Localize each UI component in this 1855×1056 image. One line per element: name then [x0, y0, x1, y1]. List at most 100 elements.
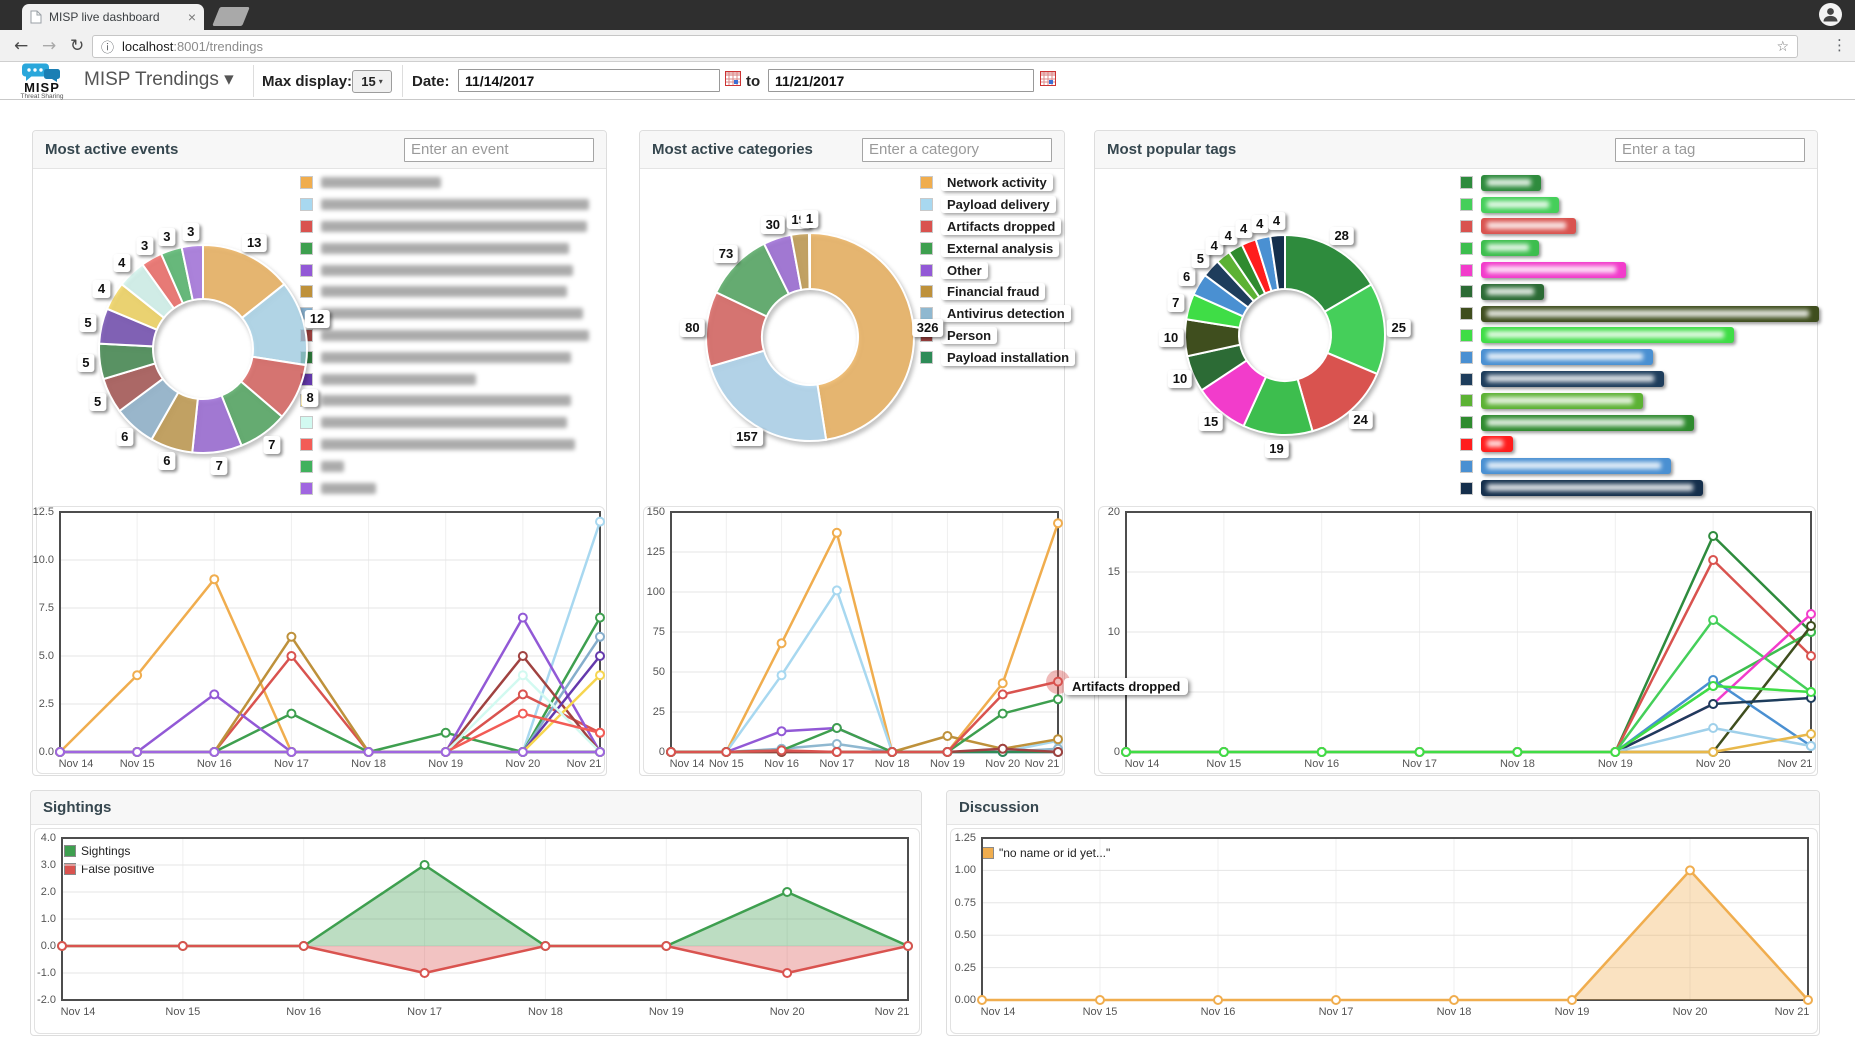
legend-swatch	[920, 285, 933, 299]
legend-label: Sightings	[81, 844, 131, 858]
legend-item[interactable]	[1460, 303, 1819, 325]
legend-item[interactable]	[1460, 477, 1819, 499]
legend-item[interactable]	[1460, 281, 1819, 303]
legend-item[interactable]: Network activity	[920, 172, 1075, 194]
close-icon[interactable]: ×	[187, 9, 196, 25]
legend-label: Payload installation	[941, 348, 1076, 366]
redacted-tag-text	[1487, 309, 1809, 317]
legend-item[interactable]	[300, 346, 589, 368]
event-search-input[interactable]	[404, 137, 594, 162]
legend-item[interactable]	[1460, 346, 1819, 368]
legend-swatch	[300, 241, 313, 255]
legend-item[interactable]	[300, 368, 589, 390]
panel-title: Sightings	[43, 799, 112, 816]
legend-item[interactable]	[1460, 434, 1819, 456]
tag-search-input[interactable]	[1615, 137, 1805, 162]
legend-item[interactable]: Person	[920, 325, 1075, 347]
panel-title: Most active categories	[652, 141, 813, 158]
redacted-event-name	[321, 351, 571, 363]
legend-swatch	[982, 847, 994, 859]
sightings-chart	[34, 828, 920, 1034]
legend-item[interactable]	[300, 259, 589, 281]
legend-item[interactable]	[300, 237, 589, 259]
info-icon[interactable]: ⓘ	[101, 41, 115, 56]
legend-swatch	[1460, 372, 1473, 386]
max-display-value: 15	[361, 74, 376, 89]
forward-button[interactable]: →	[42, 36, 57, 56]
legend-swatch	[920, 198, 933, 212]
tag-badge	[1481, 480, 1703, 497]
legend-label: False positive	[81, 862, 155, 876]
legend-item[interactable]: Artifacts dropped	[920, 216, 1075, 238]
browser-tab[interactable]: MISP live dashboard ×	[22, 4, 204, 30]
legend-swatch	[1460, 350, 1473, 364]
legend-item[interactable]: Sightings	[64, 842, 154, 860]
legend-item[interactable]	[1460, 172, 1819, 194]
legend-item[interactable]	[300, 455, 589, 477]
legend-item[interactable]: "no name or id yet..."	[982, 844, 1110, 862]
legend-swatch	[300, 394, 313, 408]
category-search-input[interactable]	[862, 137, 1052, 162]
legend-item[interactable]: External analysis	[920, 237, 1075, 259]
legend-swatch	[300, 416, 313, 430]
max-display-select[interactable]: 15 ▾	[352, 70, 392, 93]
date-label: Date:	[412, 73, 450, 90]
legend-item[interactable]: Payload installation	[920, 346, 1076, 368]
redacted-tag-text	[1487, 244, 1529, 252]
date-from-input[interactable]	[458, 69, 720, 92]
legend-item[interactable]	[1460, 259, 1819, 281]
panel-header: Most popular tags	[1095, 131, 1817, 169]
legend-item[interactable]	[300, 216, 589, 238]
legend-item[interactable]	[1460, 237, 1819, 259]
reload-button[interactable]: ↻	[70, 36, 85, 56]
legend-swatch	[1460, 176, 1473, 190]
profile-avatar-icon[interactable]	[1819, 3, 1842, 26]
back-button[interactable]: ←	[14, 36, 29, 56]
person-icon	[1823, 8, 1838, 22]
legend-item[interactable]: Other	[920, 259, 1075, 281]
calendar-icon[interactable]	[1040, 71, 1056, 86]
date-to-input[interactable]	[768, 69, 1034, 92]
legend-item[interactable]: Antivirus detection	[920, 303, 1075, 325]
legend-item[interactable]	[1460, 194, 1819, 216]
legend-item[interactable]	[1460, 325, 1819, 347]
redacted-event-name	[321, 286, 567, 298]
legend-item[interactable]	[300, 303, 589, 325]
legend-item[interactable]: Financial fraud	[920, 281, 1075, 303]
redacted-tag-text	[1487, 484, 1693, 492]
legend-item[interactable]	[300, 325, 589, 347]
chevron-down-icon: ▾	[378, 77, 383, 86]
redacted-event-name	[321, 242, 569, 254]
legend-item[interactable]	[300, 412, 589, 434]
legend-swatch	[300, 307, 313, 321]
legend-item[interactable]	[300, 477, 589, 499]
legend-item[interactable]	[1460, 216, 1819, 238]
nav-trendings-dropdown[interactable]: MISP Trendings ▾	[84, 69, 234, 90]
redacted-event-name	[321, 438, 575, 450]
legend-item[interactable]	[1460, 390, 1819, 412]
legend-item[interactable]	[1460, 368, 1819, 390]
legend-swatch	[1460, 394, 1473, 408]
calendar-icon[interactable]	[725, 71, 741, 86]
menu-icon[interactable]: ⋮	[1832, 36, 1847, 54]
legend-item[interactable]	[300, 281, 589, 303]
legend-item[interactable]	[1460, 455, 1819, 477]
legend-item[interactable]	[300, 390, 589, 412]
new-tab-button[interactable]	[212, 7, 250, 26]
legend-item[interactable]	[300, 434, 589, 456]
legend-item[interactable]: Payload delivery	[920, 194, 1075, 216]
legend-item[interactable]	[300, 172, 589, 194]
legend-swatch	[1460, 263, 1473, 277]
legend-item[interactable]: False positive	[64, 860, 154, 878]
tag-badge	[1481, 174, 1541, 191]
bookmark-star-icon[interactable]: ☆	[1776, 38, 1789, 55]
legend-item[interactable]	[300, 194, 589, 216]
redacted-tag-text	[1487, 266, 1616, 274]
panel-header: Most active categories	[640, 131, 1064, 169]
legend-label: External analysis	[941, 239, 1060, 257]
redacted-event-name	[321, 417, 567, 429]
chart-tooltip: Artifacts dropped	[1064, 678, 1189, 695]
legend-item[interactable]	[1460, 412, 1819, 434]
legend-swatch	[1460, 219, 1473, 233]
url-bar[interactable]: ⓘ localhost :8001/trendings ☆	[92, 35, 1798, 58]
